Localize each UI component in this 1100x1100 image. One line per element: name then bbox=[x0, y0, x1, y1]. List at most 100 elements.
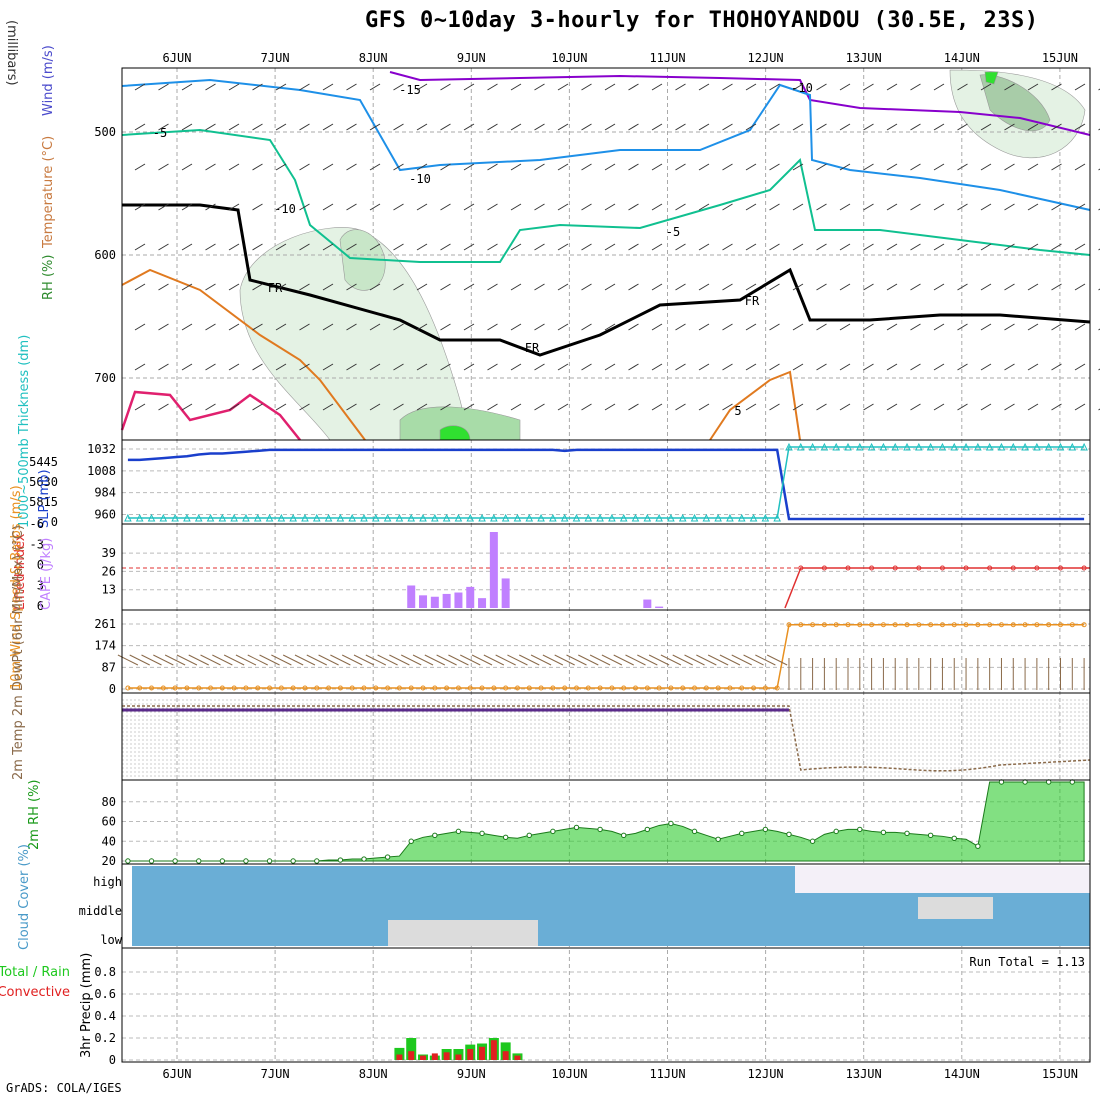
wind-barb bbox=[322, 363, 334, 371]
wind-barb bbox=[628, 203, 639, 211]
cloud-ylabel-text: Cloud Cover (%) bbox=[17, 844, 32, 950]
wind-barb bbox=[228, 243, 240, 251]
rh2m-marker bbox=[432, 832, 438, 839]
rh2m-marker bbox=[668, 820, 674, 827]
precip-conv-bar bbox=[467, 1049, 474, 1060]
rh2m-marker bbox=[975, 843, 981, 849]
temp-contour-plus5 bbox=[121, 268, 366, 441]
wind-barb bbox=[557, 403, 569, 411]
wind-barb bbox=[980, 283, 992, 291]
cape-bar bbox=[442, 593, 451, 608]
wind-barb bbox=[487, 323, 498, 331]
wind-barb bbox=[698, 283, 710, 291]
wind-barb bbox=[275, 123, 287, 131]
wind-barb bbox=[275, 203, 287, 211]
wind-barb bbox=[1027, 403, 1039, 411]
cape-bar bbox=[419, 595, 428, 608]
rh2m-marker bbox=[314, 858, 320, 864]
wind-barb bbox=[346, 83, 357, 91]
wind-barb bbox=[1074, 283, 1086, 291]
rh2m-marker bbox=[172, 858, 178, 864]
wind-barb bbox=[792, 363, 804, 371]
wind-barb bbox=[745, 243, 757, 251]
wind-barb bbox=[1051, 323, 1062, 331]
cloud-clear-middle bbox=[918, 897, 993, 919]
cape-bar bbox=[466, 586, 475, 608]
wind-barb bbox=[604, 363, 616, 371]
wind-barb bbox=[487, 203, 498, 211]
wind-barb bbox=[299, 83, 310, 91]
precip-conv-bar bbox=[431, 1053, 438, 1060]
wind-barb bbox=[628, 363, 639, 371]
wind-barb bbox=[816, 123, 827, 131]
surface-wind-barb bbox=[519, 654, 540, 666]
wind-barb bbox=[134, 163, 146, 171]
top-day-label: 12JUN bbox=[748, 51, 784, 65]
wind-barb bbox=[675, 163, 686, 171]
precip-conv-legend: Convective bbox=[0, 985, 70, 1000]
surface-wind-barb bbox=[436, 654, 457, 666]
wind-barb bbox=[675, 203, 686, 211]
wind-barb bbox=[604, 83, 616, 91]
cape-bar bbox=[489, 532, 498, 608]
panel-frame-wind10m bbox=[121, 609, 1091, 694]
surface-wind-barb bbox=[353, 654, 375, 666]
wind-barb bbox=[440, 83, 451, 91]
wind-barb bbox=[510, 283, 522, 291]
wind-barb bbox=[1074, 123, 1086, 131]
wind-barb bbox=[980, 83, 992, 91]
surface-wind-barb bbox=[743, 654, 764, 666]
wind-barb bbox=[698, 323, 710, 331]
top-day-label: 15JUN bbox=[1042, 51, 1078, 65]
ylabel-part: Temperature (°C) bbox=[41, 136, 56, 249]
wind-barb bbox=[1051, 283, 1062, 291]
li-marker bbox=[1034, 565, 1040, 571]
cape-tick-label: 26 bbox=[102, 564, 116, 578]
precip-ylabel-text: 3hr Precip (mm) bbox=[79, 953, 94, 1058]
surface-wind-barb bbox=[684, 654, 705, 666]
freezing-level-contour bbox=[122, 203, 1091, 357]
surface-wind-barb bbox=[389, 654, 410, 666]
thickness-tick-label: 5445 bbox=[29, 455, 58, 469]
wind-barb bbox=[440, 243, 451, 251]
wind-barb bbox=[416, 83, 428, 91]
surface-wind-barb bbox=[707, 654, 729, 666]
precip-conv-bar bbox=[420, 1055, 427, 1060]
wind-barb bbox=[158, 243, 169, 251]
wind-barb bbox=[886, 363, 898, 371]
wind-barb bbox=[675, 323, 686, 331]
surface-wind-barb bbox=[589, 654, 611, 666]
wind-barb bbox=[346, 363, 357, 371]
rh2m-marker bbox=[196, 858, 202, 864]
wind-barb bbox=[957, 83, 968, 91]
surface-wind-barb bbox=[696, 654, 717, 666]
wind-barb bbox=[440, 403, 451, 411]
surface-wind-barb bbox=[530, 654, 552, 666]
wind-barb bbox=[581, 163, 592, 171]
wind-barb bbox=[322, 403, 334, 411]
precip-conv-bar bbox=[514, 1055, 521, 1060]
wind-barb bbox=[816, 323, 827, 331]
wind-barb bbox=[792, 83, 804, 91]
wind-barb bbox=[205, 123, 216, 131]
wind-barb bbox=[980, 203, 992, 211]
surface-wind-barb bbox=[648, 654, 670, 666]
wind-barb bbox=[651, 243, 663, 251]
wind-barb bbox=[863, 123, 874, 131]
rh2m-marker bbox=[573, 824, 580, 831]
rh2m-marker bbox=[125, 858, 131, 864]
cape-tick-label: 39 bbox=[102, 546, 116, 560]
wind-barb bbox=[228, 83, 240, 91]
wind-barb bbox=[675, 243, 686, 251]
wind-barb bbox=[581, 203, 592, 211]
contour-label: FR bbox=[745, 294, 760, 308]
wind-barb bbox=[463, 163, 475, 171]
cloud-level-label: low bbox=[100, 933, 122, 947]
wind-barb bbox=[346, 163, 357, 171]
wind-barb bbox=[299, 363, 310, 371]
wind-barb bbox=[369, 83, 381, 91]
li-marker bbox=[892, 565, 898, 571]
wind-barb bbox=[651, 203, 663, 211]
wind-barb bbox=[698, 363, 710, 371]
wind-barb bbox=[769, 403, 780, 411]
